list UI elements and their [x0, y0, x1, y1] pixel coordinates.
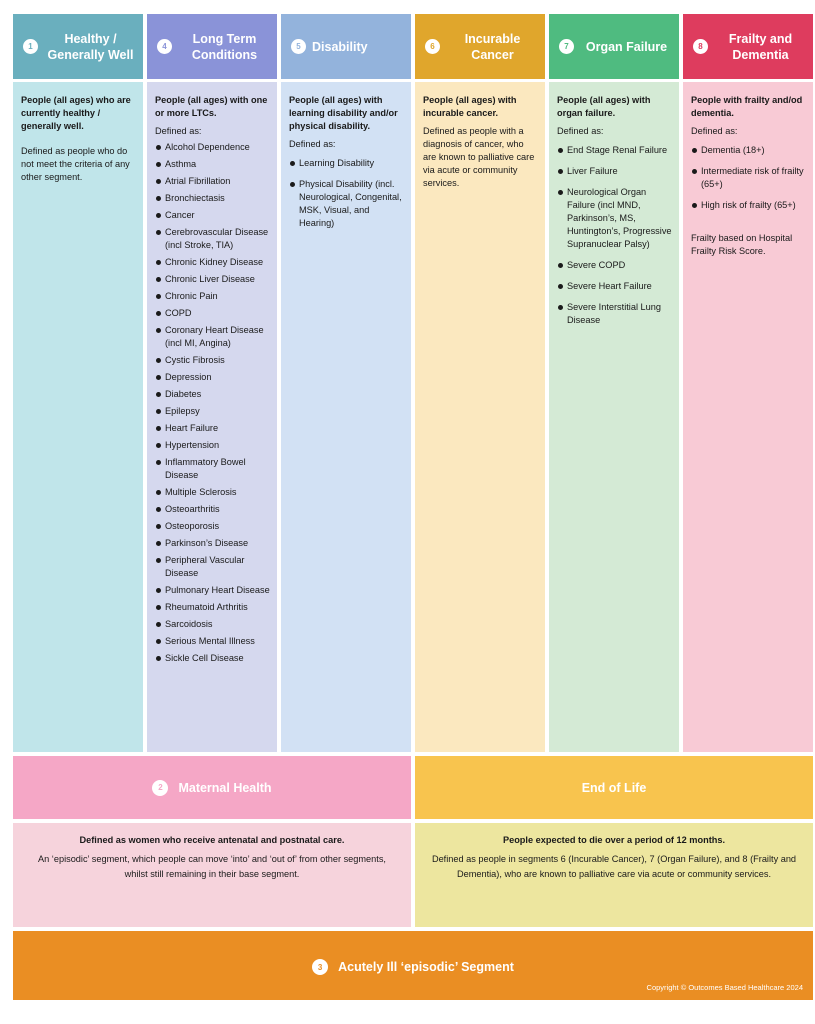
segment-body-frailty-dementia: People with frailty and/od dementia. Def… — [683, 82, 813, 752]
list-item: High risk of frailty (65+) — [691, 199, 806, 212]
segment-number-badge: 7 — [559, 39, 574, 54]
segment-body-disability: People (all ages) with learning disabili… — [281, 82, 411, 752]
segment-lead: People with frailty and/od dementia. — [691, 95, 803, 118]
condition-list: End Stage Renal Failure Liver Failure Ne… — [557, 144, 672, 327]
segment-lead: People (all ages) with incurable cancer. — [423, 95, 517, 118]
list-item: Hypertension — [155, 439, 270, 452]
condition-list: Learning Disability Physical Disability … — [289, 157, 404, 230]
list-item: Cancer — [155, 209, 270, 222]
segment-lead: People (all ages) who are currently heal… — [21, 95, 131, 131]
acutely-ill-title-row: 3 Acutely Ill ‘episodic’ Segment — [13, 959, 813, 975]
list-item: Chronic Pain — [155, 290, 270, 303]
list-item: Liver Failure — [557, 165, 672, 178]
segment-number-badge: 2 — [152, 779, 169, 796]
segment-description: Defined as people in segments 6 (Incurab… — [431, 854, 797, 879]
list-item: Serious Mental Illness — [155, 635, 270, 648]
list-item: Chronic Kidney Disease — [155, 256, 270, 269]
segment-number-badge: 6 — [425, 39, 440, 54]
list-item: Asthma — [155, 158, 270, 171]
segment-header-healthy: 1 Healthy / Generally Well — [13, 14, 143, 79]
list-item: Cerebrovascular Disease (incl Stroke, TI… — [155, 226, 270, 252]
list-item: Sickle Cell Disease — [155, 652, 270, 665]
list-item: Sarcoidosis — [155, 618, 270, 631]
list-item: Pulmonary Heart Disease — [155, 584, 270, 597]
list-item: Osteoporosis — [155, 520, 270, 533]
list-item: Parkinson’s Disease — [155, 537, 270, 550]
list-item: Osteoarthritis — [155, 503, 270, 516]
defined-as-label: Defined as: — [289, 139, 336, 149]
segment-number-badge: 3 — [312, 959, 329, 975]
segment-body-end-of-life: People expected to die over a period of … — [415, 823, 813, 927]
list-item: Peripheral Vascular Disease — [155, 554, 270, 580]
segment-number-badge: 5 — [291, 39, 306, 54]
defined-as-label: Defined as: — [691, 126, 738, 136]
segment-body-incurable-cancer: People (all ages) with incurable cancer.… — [415, 82, 545, 752]
segment-description: Defined as people who do not meet the cr… — [21, 146, 130, 182]
segment-number-badge: 8 — [693, 39, 708, 54]
list-item: COPD — [155, 307, 270, 320]
list-item: Atrial Fibrillation — [155, 175, 270, 188]
list-item: Intermediate risk of frailty (65+) — [691, 165, 806, 191]
segment-body-organ-failure: People (all ages) with organ failure. De… — [549, 82, 679, 752]
segment-title: End of Life — [581, 780, 647, 795]
segment-lead: People (all ages) with one or more LTCs. — [155, 95, 268, 118]
segment-header-organ-failure: 7 Organ Failure — [549, 14, 679, 79]
list-item: Epilepsy — [155, 405, 270, 418]
segment-description: Defined as people with a diagnosis of ca… — [423, 126, 535, 188]
list-item: Severe COPD — [557, 259, 672, 272]
list-item: Heart Failure — [155, 422, 270, 435]
list-item: End Stage Renal Failure — [557, 144, 672, 157]
segment-body-maternal-health: Defined as women who receive antenatal a… — [13, 823, 411, 927]
segment-lead: Defined as women who receive antenatal a… — [79, 835, 345, 845]
copyright-text: Copyright © Outcomes Based Healthcare 20… — [646, 983, 803, 992]
segment-title: Maternal Health — [178, 780, 272, 795]
segment-header-long-term-conditions: 4 Long Term Conditions — [147, 14, 277, 79]
segment-title: Organ Failure — [585, 39, 668, 54]
list-item: Physical Disability (incl. Neurological,… — [289, 178, 404, 230]
segment-header-frailty-dementia: 8 Frailty and Dementia — [683, 14, 813, 79]
segment-description: An ‘episodic’ segment, which people can … — [38, 854, 386, 879]
list-item: Inflammatory Bowel Disease — [155, 456, 270, 482]
condition-list: Dementia (18+) Intermediate risk of frai… — [691, 144, 806, 212]
segment-number-badge: 1 — [23, 39, 38, 54]
segment-title: Long Term Conditions — [191, 31, 258, 62]
list-item: Depression — [155, 371, 270, 384]
segment-lead: People (all ages) with organ failure. — [557, 95, 651, 118]
segment-title: Incurable Cancer — [464, 31, 521, 62]
list-item: Chronic Liver Disease — [155, 273, 270, 286]
segment-lead: People (all ages) with learning disabili… — [289, 95, 398, 131]
segment-body-healthy: People (all ages) who are currently heal… — [13, 82, 143, 752]
segment-title: Frailty and Dementia — [728, 31, 793, 62]
list-item: Severe Heart Failure — [557, 280, 672, 293]
list-item: Rheumatoid Arthritis — [155, 601, 270, 614]
list-item: Bronchiectasis — [155, 192, 270, 205]
list-item: Severe Interstitial Lung Disease — [557, 301, 672, 327]
list-item: Neurological Organ Failure (incl MND, Pa… — [557, 186, 672, 251]
segment-acutely-ill: 3 Acutely Ill ‘episodic’ Segment Copyrig… — [13, 931, 813, 1000]
list-item: Diabetes — [155, 388, 270, 401]
list-item: Alcohol Dependence — [155, 141, 270, 154]
segment-header-disability: 5 Disability — [281, 14, 411, 79]
segment-header-maternal-health: 2 Maternal Health — [13, 756, 411, 819]
segment-note: Frailty based on Hospital Frailty Risk S… — [691, 233, 793, 256]
segment-header-end-of-life: End of Life — [415, 756, 813, 819]
segment-body-long-term-conditions: People (all ages) with one or more LTCs.… — [147, 82, 277, 752]
segment-lead: People expected to die over a period of … — [502, 835, 726, 845]
condition-list: Alcohol Dependence Asthma Atrial Fibrill… — [155, 141, 270, 665]
list-item: Dementia (18+) — [691, 144, 806, 157]
list-item: Coronary Heart Disease (incl MI, Angina) — [155, 324, 270, 350]
list-item: Multiple Sclerosis — [155, 486, 270, 499]
list-item: Learning Disability — [289, 157, 404, 170]
list-item: Cystic Fibrosis — [155, 354, 270, 367]
defined-as-label: Defined as: — [155, 126, 202, 136]
segment-title: Disability — [312, 39, 368, 54]
segment-header-incurable-cancer: 6 Incurable Cancer — [415, 14, 545, 79]
segment-title: Healthy / Generally Well — [47, 31, 134, 62]
segment-number-badge: 4 — [157, 39, 172, 54]
defined-as-label: Defined as: — [557, 126, 604, 136]
segment-title: Acutely Ill ‘episodic’ Segment — [338, 960, 514, 974]
